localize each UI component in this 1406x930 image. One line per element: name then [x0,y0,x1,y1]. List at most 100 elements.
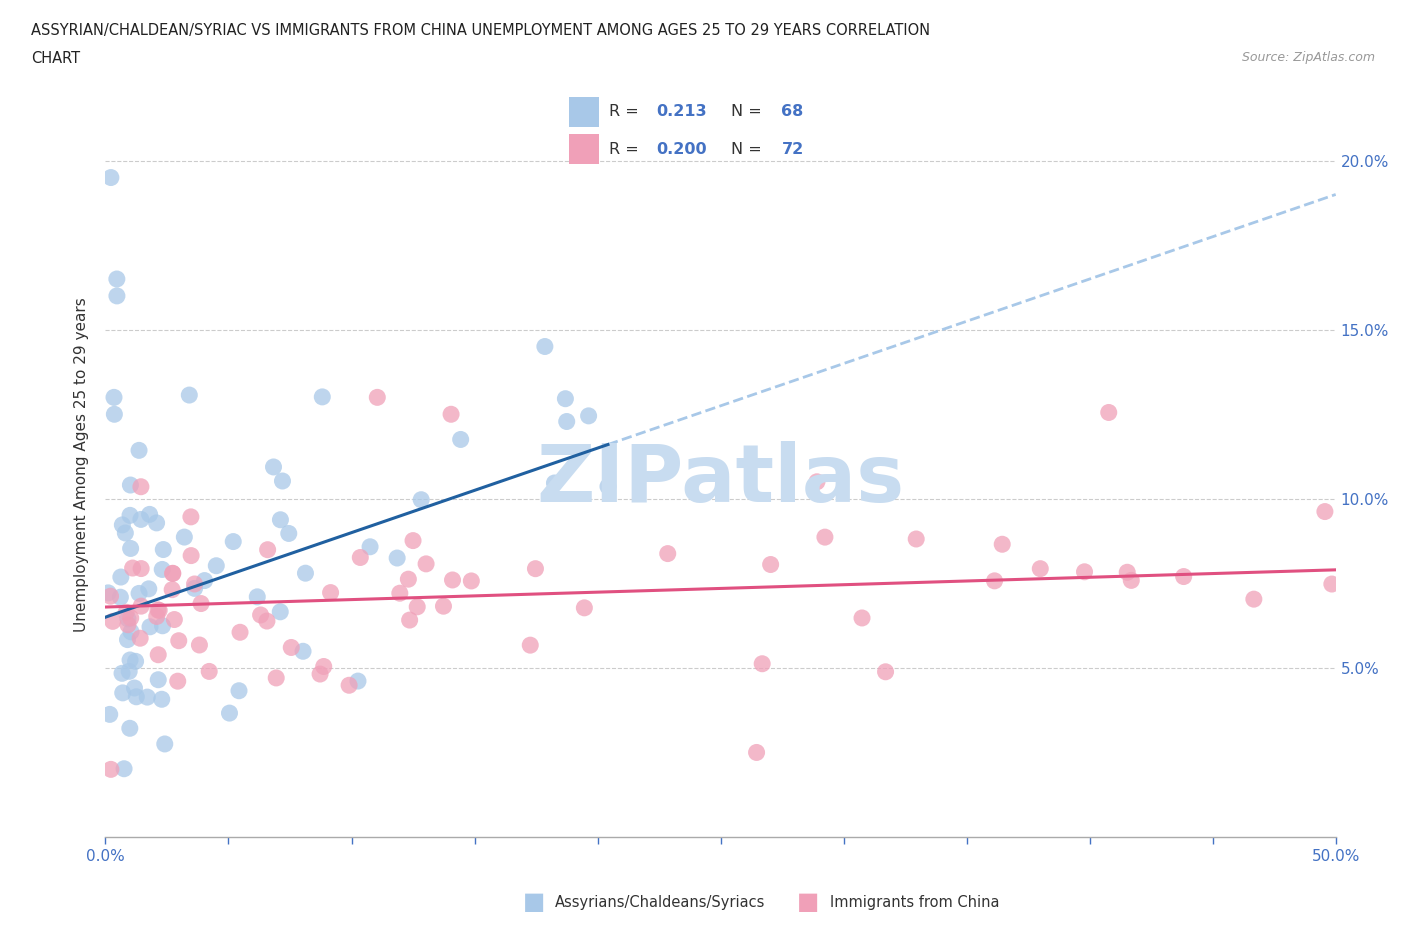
Point [415,556,437,571]
Text: R =: R = [609,104,644,119]
Point [596,479,619,494]
Text: Immigrants from China: Immigrants from China [830,895,1000,910]
Point [145,609,167,624]
Point [183,581,205,596]
Point [166,673,188,688]
Point [105,288,128,303]
Text: CHART: CHART [31,51,80,66]
Point [100,170,122,185]
Point [114,525,136,540]
Point [103,406,125,421]
Point [269,604,291,619]
Point [751,657,773,671]
Point [411,492,433,507]
Point [128,443,150,458]
Point [1173,569,1195,584]
Point [115,604,138,619]
Point [173,530,195,545]
Point [349,550,371,565]
Point [229,625,252,640]
Point [103,390,125,405]
Point [139,619,162,634]
Point [256,614,278,629]
Point [311,390,333,405]
Point [110,569,132,584]
Point [554,392,576,406]
Point [578,408,600,423]
Point [129,512,152,527]
Text: 0.200: 0.200 [657,142,707,157]
Point [271,473,294,488]
Point [905,532,928,547]
Point [347,673,370,688]
Point [124,654,146,669]
Point [745,745,768,760]
Point [150,692,173,707]
Point [111,685,134,700]
Point [180,548,202,563]
Point [534,339,557,354]
Point [120,610,142,625]
Point [309,667,332,682]
Text: Source: ZipAtlas.com: Source: ZipAtlas.com [1241,51,1375,64]
Point [294,565,316,580]
Point [98,707,121,722]
Text: ZIPatlas: ZIPatlas [537,441,904,519]
Point [385,551,408,565]
Text: 0.213: 0.213 [657,104,707,119]
Point [1121,573,1143,588]
Text: Assyrians/Chaldeans/Syriacs: Assyrians/Chaldeans/Syriacs [555,895,766,910]
Point [1098,405,1121,420]
Point [198,664,221,679]
Point [129,631,152,645]
Point [188,638,211,653]
Y-axis label: Unemployment Among Ages 25 to 29 years: Unemployment Among Ages 25 to 29 years [75,298,90,632]
Point [120,624,142,639]
Point [163,612,186,627]
Point [100,762,122,777]
Point [263,459,285,474]
Point [460,574,482,589]
Point [292,644,315,658]
Point [441,573,464,588]
Point [179,388,201,403]
Bar [569,134,599,165]
Text: ■: ■ [797,890,820,914]
Point [312,659,335,674]
Point [148,603,170,618]
Point [396,572,419,587]
Point [160,582,183,597]
Point [432,599,454,614]
Point [205,558,228,573]
Point [1116,565,1139,579]
Point [118,508,141,523]
Point [574,601,596,616]
Point [875,664,897,679]
Point [555,414,578,429]
Point [117,632,139,647]
Point [1029,561,1052,576]
Point [1073,565,1095,579]
Point [124,681,146,696]
Point [806,474,828,489]
Point [218,706,240,721]
Point [100,589,122,604]
Point [121,561,143,576]
Point [138,581,160,596]
Point [366,390,388,405]
Point [148,647,170,662]
Point [524,561,547,576]
Text: 68: 68 [782,104,804,119]
Point [125,689,148,704]
Text: 72: 72 [782,142,804,157]
Point [150,562,173,577]
Point [118,721,141,736]
Point [120,541,142,556]
Text: ■: ■ [523,890,546,914]
Point [120,653,142,668]
Point [256,542,278,557]
Point [190,596,212,611]
Point [319,585,342,600]
Text: N =: N = [731,104,766,119]
Point [1320,577,1343,591]
